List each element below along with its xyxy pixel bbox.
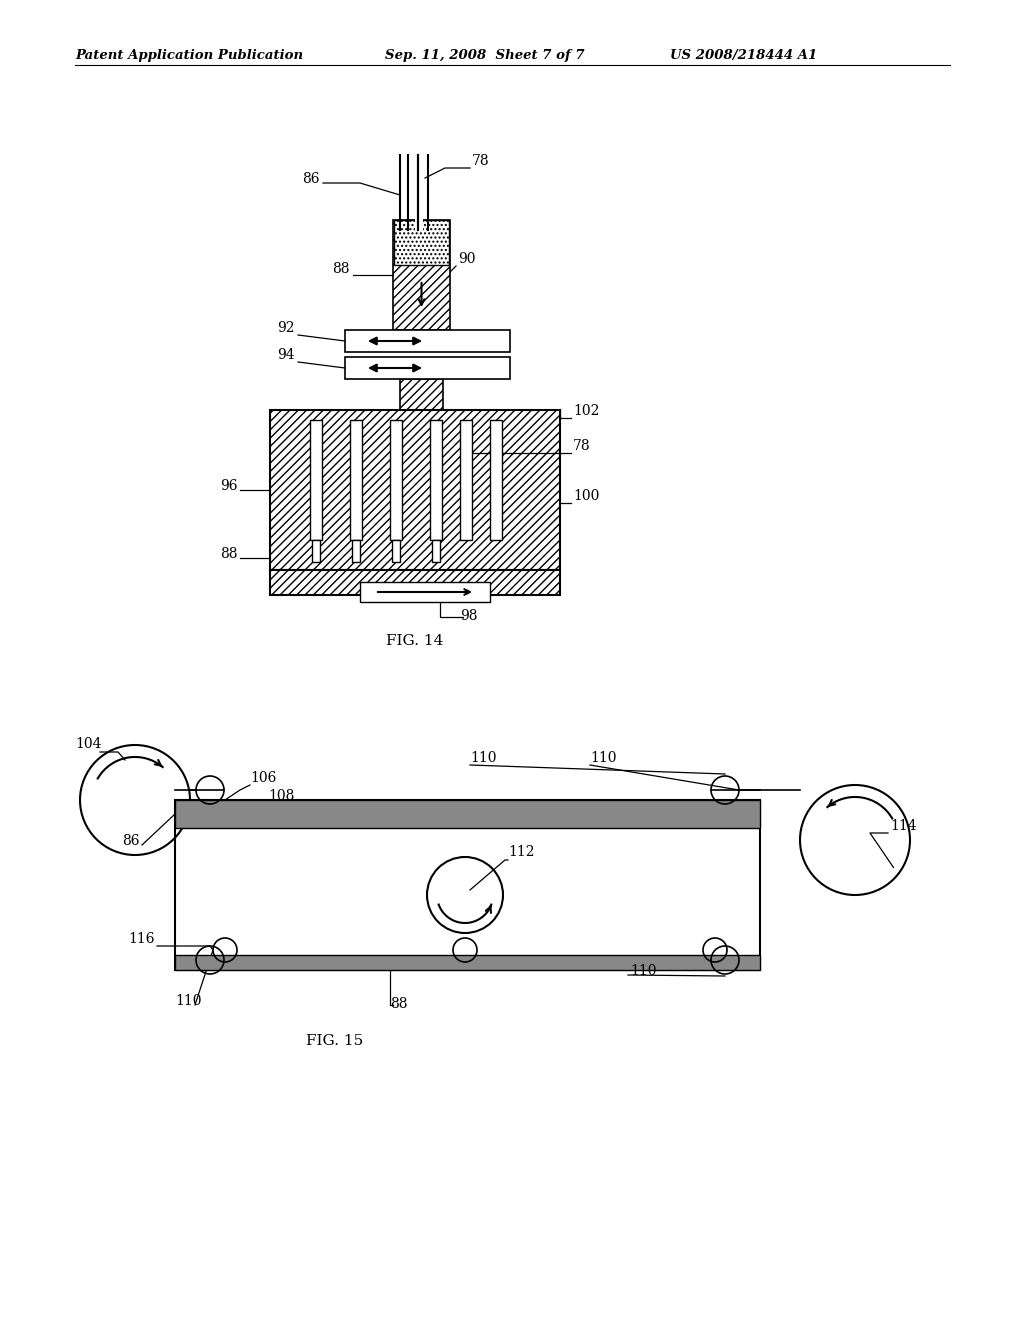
Bar (430, 420, 442, 540)
Text: 78: 78 (573, 440, 591, 453)
Bar (270, 411, 560, 570)
Bar (390, 420, 402, 540)
Bar (400, 379, 443, 411)
Text: 94: 94 (278, 348, 295, 362)
Text: 110: 110 (590, 751, 616, 766)
Bar (432, 540, 440, 562)
Bar (270, 570, 560, 595)
Text: 92: 92 (278, 321, 295, 335)
Text: Patent Application Publication: Patent Application Publication (75, 49, 303, 62)
Bar (345, 356, 510, 379)
Bar (415, 154, 423, 230)
Bar (350, 420, 362, 540)
Bar (310, 420, 322, 540)
Bar (360, 582, 490, 602)
Text: FIG. 14: FIG. 14 (386, 634, 443, 648)
Text: 90: 90 (458, 252, 475, 267)
Text: 108: 108 (268, 789, 294, 803)
Bar (352, 540, 360, 562)
Text: 104: 104 (75, 737, 101, 751)
Bar (490, 420, 502, 540)
Text: FIG. 15: FIG. 15 (306, 1034, 364, 1048)
Text: 116: 116 (128, 932, 155, 946)
Text: 96: 96 (220, 479, 238, 492)
Bar (175, 800, 760, 970)
Bar (175, 954, 760, 970)
Text: 112: 112 (508, 845, 535, 859)
Text: 88: 88 (333, 261, 350, 276)
Text: 86: 86 (123, 834, 140, 847)
Text: 102: 102 (573, 404, 599, 418)
Text: 78: 78 (472, 154, 489, 168)
Bar (312, 540, 319, 562)
Text: 114: 114 (890, 818, 916, 833)
Bar (176, 828, 759, 954)
Text: Sep. 11, 2008  Sheet 7 of 7: Sep. 11, 2008 Sheet 7 of 7 (385, 49, 585, 62)
Text: 110: 110 (630, 964, 656, 978)
Text: 88: 88 (390, 997, 408, 1011)
Text: 110: 110 (175, 994, 202, 1008)
Text: 100: 100 (573, 488, 599, 503)
Text: US 2008/218444 A1: US 2008/218444 A1 (670, 49, 817, 62)
Bar (345, 330, 510, 352)
Text: 88: 88 (220, 546, 238, 561)
Bar (394, 220, 449, 265)
Bar (393, 220, 450, 330)
Text: 110: 110 (470, 751, 497, 766)
Bar (460, 420, 472, 540)
Text: 98: 98 (460, 609, 477, 623)
Bar (392, 540, 400, 562)
Text: 106: 106 (250, 771, 276, 785)
Text: 86: 86 (302, 172, 319, 186)
Bar (175, 800, 760, 828)
